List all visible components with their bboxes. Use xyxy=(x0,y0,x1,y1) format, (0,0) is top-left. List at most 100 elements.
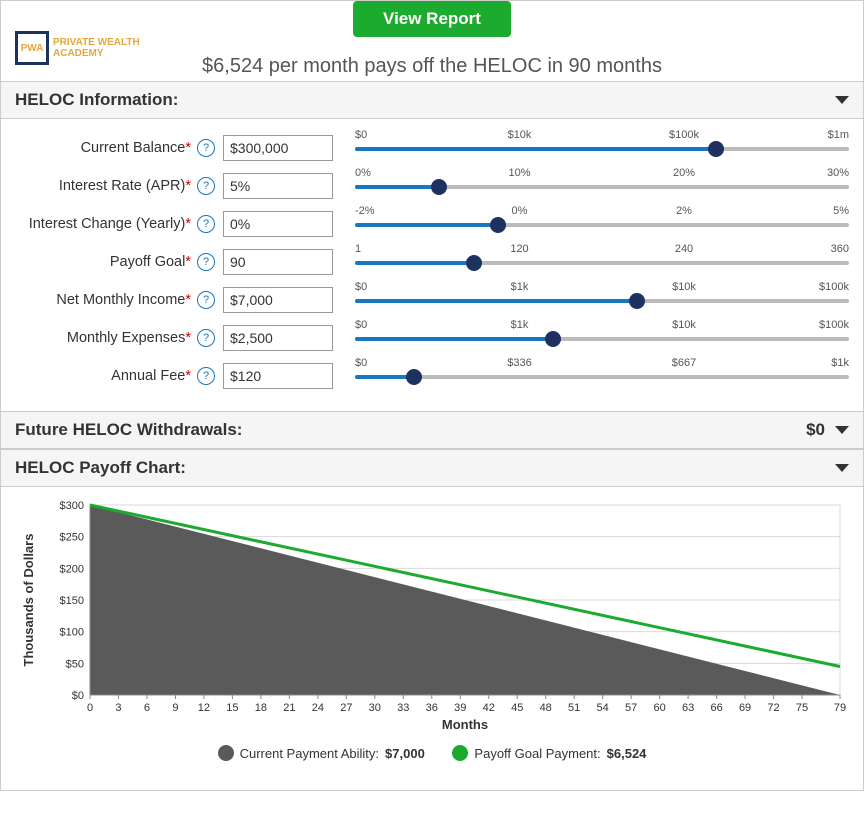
field-input-1[interactable] xyxy=(223,173,333,199)
slider-tick-label: 2% xyxy=(676,205,692,217)
heloc-info-header[interactable]: HELOC Information: xyxy=(1,81,863,119)
slider-thumb[interactable] xyxy=(466,255,482,271)
svg-text:18: 18 xyxy=(255,702,267,714)
legend-label-goal: Payoff Goal Payment: xyxy=(474,746,600,761)
slider[interactable]: $0$1k$10k$100k xyxy=(355,281,849,319)
slider-tick-label: $336 xyxy=(507,357,531,369)
slider-thumb[interactable] xyxy=(431,179,447,195)
svg-text:45: 45 xyxy=(511,702,523,714)
slider-fill xyxy=(355,299,637,303)
slider[interactable]: $0$1k$10k$100k xyxy=(355,319,849,357)
heloc-info-title: HELOC Information: xyxy=(15,90,178,110)
slider-fill xyxy=(355,337,553,341)
slider[interactable]: 1120240360 xyxy=(355,243,849,281)
field-input-2[interactable] xyxy=(223,211,333,237)
slider-tick-label: $1k xyxy=(511,319,529,331)
help-icon[interactable]: ? xyxy=(197,177,215,195)
slider[interactable]: -2%0%2%5% xyxy=(355,205,849,243)
chart-legend: Current Payment Ability: $7,000 Payoff G… xyxy=(15,735,849,780)
slider-thumb[interactable] xyxy=(708,141,724,157)
svg-text:0: 0 xyxy=(87,702,93,714)
slider-tick-label: 1 xyxy=(355,243,361,255)
help-icon[interactable]: ? xyxy=(197,291,215,309)
slider[interactable]: 0%10%20%30% xyxy=(355,167,849,205)
svg-text:54: 54 xyxy=(597,702,609,714)
svg-text:42: 42 xyxy=(483,702,495,714)
slider-tick-label: $100k xyxy=(819,319,849,331)
svg-text:72: 72 xyxy=(767,702,779,714)
svg-text:33: 33 xyxy=(397,702,409,714)
help-icon[interactable]: ? xyxy=(197,139,215,157)
field-label: Net Monthly Income* xyxy=(15,292,193,308)
slider-tick-label: 10% xyxy=(508,167,530,179)
slider-tick-label: $10k xyxy=(672,281,696,293)
svg-text:$300: $300 xyxy=(60,500,84,512)
payoff-chart-header[interactable]: HELOC Payoff Chart: xyxy=(1,449,863,487)
slider-tick-label: $100k xyxy=(669,129,699,141)
svg-text:6: 6 xyxy=(144,702,150,714)
field-label: Payoff Goal* xyxy=(15,254,193,270)
slider-tick-label: $0 xyxy=(355,281,367,293)
help-icon[interactable]: ? xyxy=(197,367,215,385)
svg-text:75: 75 xyxy=(796,702,808,714)
chevron-down-icon xyxy=(835,464,849,472)
legend-swatch-goal xyxy=(452,745,468,761)
field-input-3[interactable] xyxy=(223,249,333,275)
svg-text:24: 24 xyxy=(312,702,324,714)
help-icon[interactable]: ? xyxy=(197,329,215,347)
svg-text:21: 21 xyxy=(283,702,295,714)
heloc-payoff-chart: $0$50$100$150$200$250$300036912151821242… xyxy=(15,495,851,735)
svg-text:3: 3 xyxy=(115,702,121,714)
payoff-chart-title: HELOC Payoff Chart: xyxy=(15,458,186,478)
help-icon[interactable]: ? xyxy=(197,253,215,271)
slider-tick-label: $1k xyxy=(511,281,529,293)
svg-text:69: 69 xyxy=(739,702,751,714)
field-input-6[interactable] xyxy=(223,363,333,389)
svg-text:$0: $0 xyxy=(72,690,84,702)
svg-text:$100: $100 xyxy=(60,627,84,639)
slider-tick-label: $10k xyxy=(508,129,532,141)
svg-text:27: 27 xyxy=(340,702,352,714)
slider-tick-label: 240 xyxy=(675,243,693,255)
field-label: Interest Change (Yearly)* xyxy=(15,216,193,232)
svg-text:79: 79 xyxy=(834,702,846,714)
field-label: Monthly Expenses* xyxy=(15,330,193,346)
slider-thumb[interactable] xyxy=(490,217,506,233)
slider-thumb[interactable] xyxy=(629,293,645,309)
slider-tick-label: $1k xyxy=(831,357,849,369)
field-input-0[interactable] xyxy=(223,135,333,161)
legend-label-current: Current Payment Ability: xyxy=(240,746,379,761)
slider-tick-label: 20% xyxy=(673,167,695,179)
slider-fill xyxy=(355,261,474,265)
svg-text:Months: Months xyxy=(442,717,488,732)
chevron-down-icon xyxy=(835,426,849,434)
help-icon[interactable]: ? xyxy=(197,215,215,233)
view-report-button[interactable]: View Report xyxy=(353,1,511,37)
svg-text:63: 63 xyxy=(682,702,694,714)
slider-thumb[interactable] xyxy=(406,369,422,385)
svg-text:60: 60 xyxy=(653,702,665,714)
svg-text:$200: $200 xyxy=(60,563,84,575)
slider-track xyxy=(355,375,849,379)
svg-text:39: 39 xyxy=(454,702,466,714)
svg-text:Thousands of Dollars: Thousands of Dollars xyxy=(21,534,36,667)
chevron-down-icon xyxy=(835,96,849,104)
future-withdrawals-header[interactable]: Future HELOC Withdrawals: $0 xyxy=(1,411,863,449)
slider-tick-label: -2% xyxy=(355,205,375,217)
field-input-4[interactable] xyxy=(223,287,333,313)
slider-tick-label: 5% xyxy=(833,205,849,217)
slider-thumb[interactable] xyxy=(545,331,561,347)
slider-tick-label: $1m xyxy=(828,129,849,141)
slider-tick-label: $0 xyxy=(355,319,367,331)
svg-text:48: 48 xyxy=(540,702,552,714)
field-label: Interest Rate (APR)* xyxy=(15,178,193,194)
field-input-5[interactable] xyxy=(223,325,333,351)
svg-text:9: 9 xyxy=(172,702,178,714)
slider-tick-label: 0% xyxy=(355,167,371,179)
brand-line1: PRIVATE WEALTH xyxy=(53,37,140,48)
svg-text:$50: $50 xyxy=(66,658,84,670)
svg-text:51: 51 xyxy=(568,702,580,714)
slider[interactable]: $0$336$667$1k xyxy=(355,357,849,395)
slider[interactable]: $0$10k$100k$1m xyxy=(355,129,849,167)
legend-swatch-current xyxy=(218,745,234,761)
